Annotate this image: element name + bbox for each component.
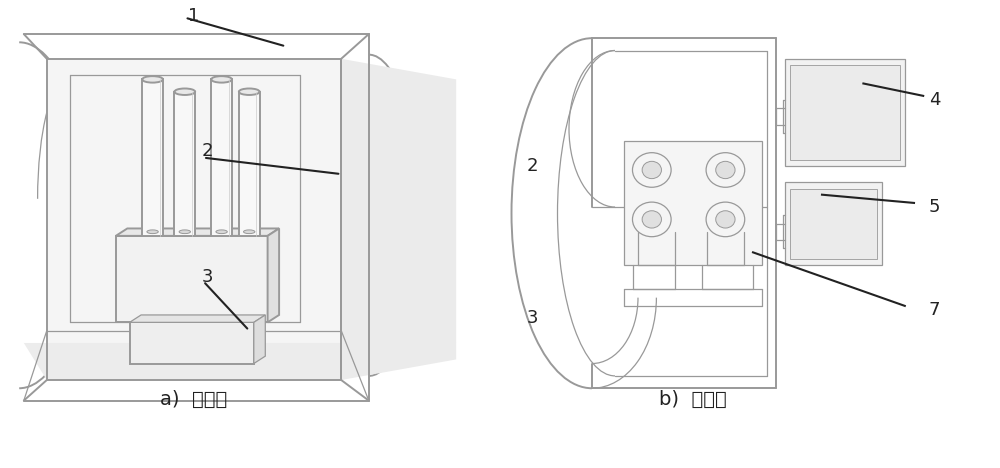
Ellipse shape xyxy=(174,88,195,95)
Text: 7: 7 xyxy=(929,301,940,319)
Ellipse shape xyxy=(147,230,158,234)
Polygon shape xyxy=(624,141,762,265)
Circle shape xyxy=(642,211,661,228)
Text: a)  视角一: a) 视角一 xyxy=(160,390,228,409)
Text: 3: 3 xyxy=(202,268,214,286)
Circle shape xyxy=(716,161,735,179)
Circle shape xyxy=(632,153,671,187)
Text: 3: 3 xyxy=(526,309,538,327)
Polygon shape xyxy=(785,183,882,265)
Ellipse shape xyxy=(244,230,255,234)
Polygon shape xyxy=(130,322,254,364)
Bar xyxy=(790,65,900,160)
Ellipse shape xyxy=(179,230,190,234)
Circle shape xyxy=(716,211,735,228)
Ellipse shape xyxy=(239,88,260,95)
Bar xyxy=(174,92,195,236)
Bar xyxy=(142,80,163,236)
Text: 4: 4 xyxy=(929,91,940,109)
Ellipse shape xyxy=(216,230,227,234)
Polygon shape xyxy=(341,59,456,380)
Polygon shape xyxy=(47,59,341,380)
Text: 1: 1 xyxy=(188,7,200,24)
Circle shape xyxy=(706,202,745,237)
Text: 2: 2 xyxy=(526,157,538,175)
Text: 2: 2 xyxy=(202,142,214,161)
Circle shape xyxy=(706,153,745,187)
Ellipse shape xyxy=(142,76,163,83)
Bar xyxy=(239,92,260,236)
Polygon shape xyxy=(116,236,268,322)
Ellipse shape xyxy=(211,76,232,83)
Polygon shape xyxy=(130,315,265,322)
Circle shape xyxy=(642,161,661,179)
Polygon shape xyxy=(116,228,279,236)
Circle shape xyxy=(632,202,671,237)
Text: 5: 5 xyxy=(929,198,940,216)
Bar xyxy=(790,189,877,258)
Polygon shape xyxy=(268,228,279,322)
Polygon shape xyxy=(785,59,905,166)
Polygon shape xyxy=(24,343,456,380)
Text: b)  视角二: b) 视角二 xyxy=(659,390,727,409)
Polygon shape xyxy=(254,315,265,364)
Bar xyxy=(211,80,232,236)
